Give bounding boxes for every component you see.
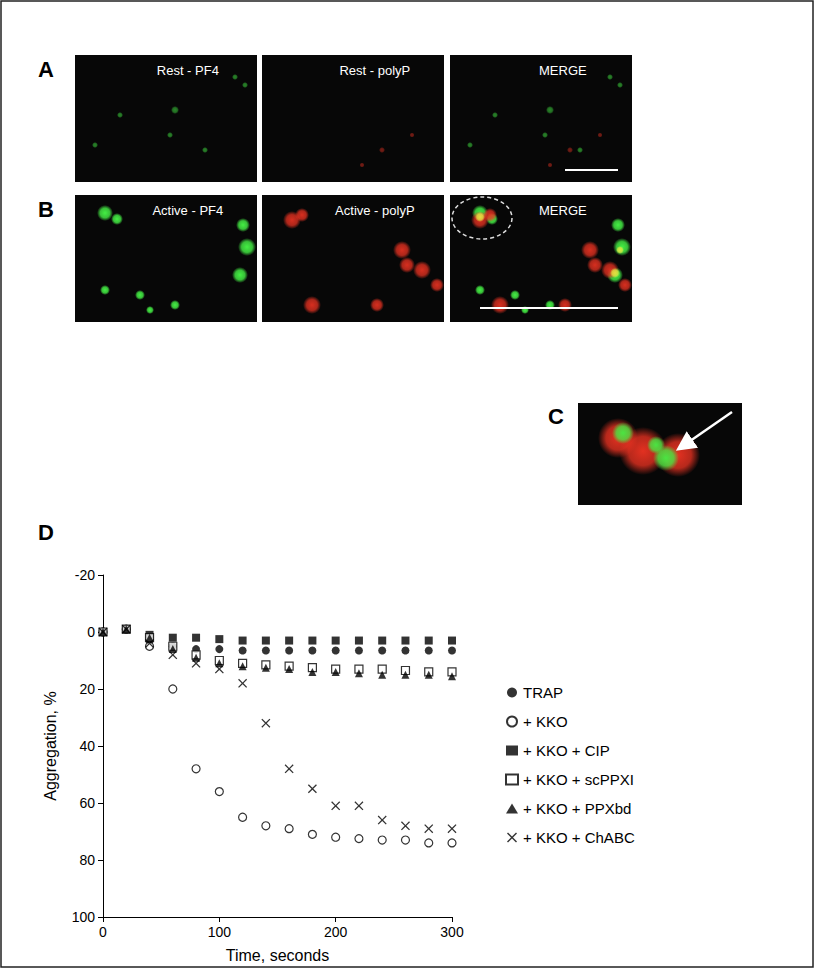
- svg-text:+ KKO + scPPXI: + KKO + scPPXI: [523, 771, 634, 788]
- svg-text:+ KKO + PPXbd: + KKO + PPXbd: [523, 800, 631, 817]
- svg-text:C: C: [548, 404, 564, 429]
- svg-text:Time, seconds: Time, seconds: [226, 947, 329, 964]
- svg-text:A: A: [38, 57, 54, 82]
- svg-text:Rest - polyP: Rest - polyP: [339, 63, 410, 78]
- svg-text:+ KKO + CIP: + KKO + CIP: [523, 742, 610, 759]
- svg-text:B: B: [38, 197, 54, 222]
- svg-text:MERGE: MERGE: [539, 63, 587, 78]
- svg-text:100: 100: [72, 909, 96, 925]
- svg-text:MERGE: MERGE: [539, 203, 587, 218]
- svg-text:Active - PF4: Active - PF4: [152, 203, 223, 218]
- svg-text:40: 40: [79, 738, 95, 754]
- svg-text:300: 300: [440, 924, 464, 940]
- svg-text:D: D: [38, 520, 54, 545]
- svg-text:Active - polyP: Active - polyP: [335, 203, 414, 218]
- svg-text:Aggregation, %: Aggregation, %: [42, 691, 59, 800]
- svg-text:Rest - PF4: Rest - PF4: [157, 63, 219, 78]
- svg-text:200: 200: [324, 924, 348, 940]
- svg-text:-20: -20: [75, 567, 95, 583]
- svg-text:20: 20: [79, 681, 95, 697]
- svg-text:+ KKO: + KKO: [523, 713, 568, 730]
- svg-text:0: 0: [87, 624, 95, 640]
- svg-text:60: 60: [79, 795, 95, 811]
- svg-text:TRAP: TRAP: [523, 684, 563, 701]
- svg-text:0: 0: [99, 924, 107, 940]
- svg-text:100: 100: [208, 924, 232, 940]
- svg-text:+ KKO + ChABC: + KKO + ChABC: [523, 829, 635, 846]
- svg-text:80: 80: [79, 852, 95, 868]
